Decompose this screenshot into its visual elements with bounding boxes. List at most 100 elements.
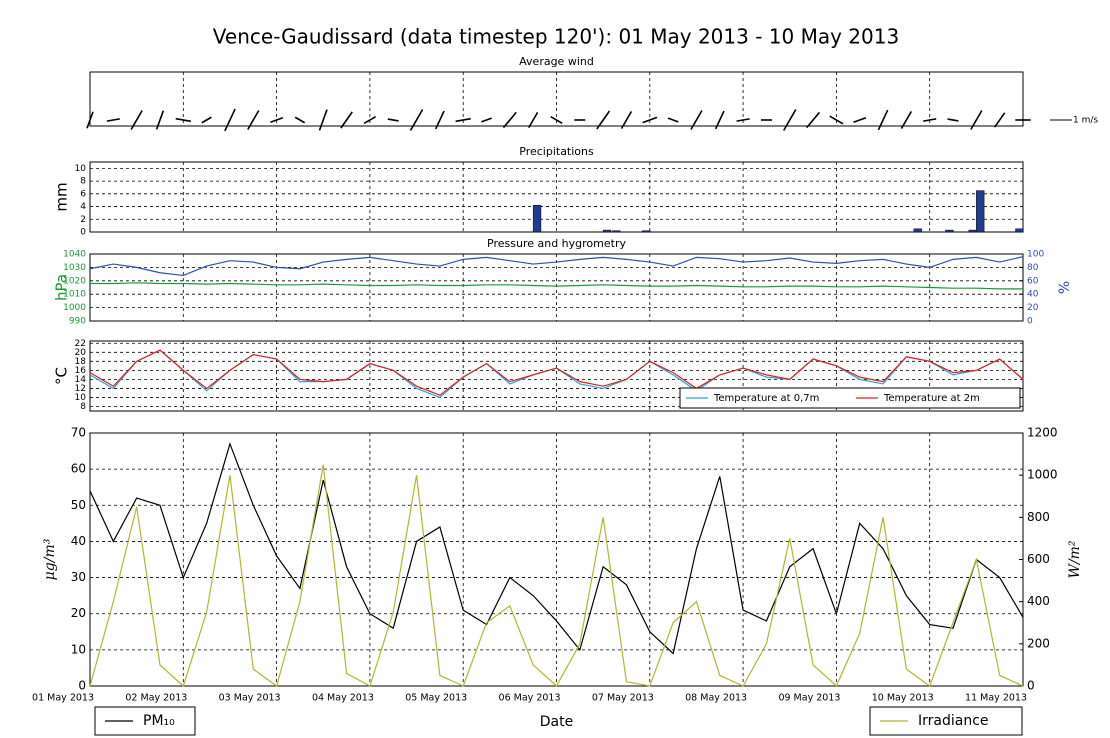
y2-tick-label: 20 — [1027, 303, 1039, 313]
y2-tick-label: 600 — [1027, 552, 1050, 566]
x-tick-label: 10 May 2013 — [872, 693, 934, 704]
y2-axis-label: W/m² — [1067, 540, 1083, 578]
y-tick-label: 14 — [75, 375, 87, 385]
series-line — [89, 256, 1024, 277]
wind-arrow — [434, 110, 445, 130]
wind-arrow — [853, 116, 867, 124]
y2-tick-label: 60 — [1027, 276, 1039, 286]
legend-label: Irradiance — [918, 713, 989, 729]
wind-arrow — [736, 118, 750, 122]
y-axis-label: mm — [53, 182, 71, 211]
bar — [612, 230, 621, 233]
y-tick-label: 8 — [80, 402, 86, 412]
y-tick-label: 16 — [75, 366, 87, 376]
wind-arrow — [455, 117, 471, 123]
y-tick-label: 10 — [71, 642, 86, 656]
y-tick-label: 30 — [71, 570, 86, 584]
panel-title: Precipitations — [519, 145, 594, 158]
wind-arrow — [947, 118, 959, 122]
y-tick-label: 8 — [80, 177, 86, 187]
wind-arrow — [877, 109, 889, 131]
y2-tick-label: 0 — [1027, 679, 1035, 693]
bar — [976, 190, 985, 233]
y2-tick-label: 100 — [1027, 250, 1044, 260]
y-tick-label: 10 — [75, 393, 87, 403]
y-tick-label: 6 — [80, 189, 86, 199]
bar — [1015, 228, 1024, 233]
y-tick-label: 1020 — [63, 276, 86, 286]
y-tick-label: 990 — [69, 317, 86, 327]
bar — [532, 205, 542, 233]
y2-tick-label: 800 — [1027, 510, 1050, 524]
wind-arrow — [993, 112, 1006, 128]
y-tick-label: 18 — [75, 357, 87, 367]
y-tick-label: 60 — [71, 462, 86, 476]
wind-arrow — [970, 110, 983, 130]
y-tick-label: 22 — [75, 339, 86, 349]
y-axis-label: μg/m³ — [42, 538, 58, 580]
y-tick-label: 1010 — [63, 290, 86, 300]
wind-key-label: 1 m/s — [1073, 116, 1098, 126]
wind-arrow — [829, 115, 844, 125]
wind-arrow — [596, 110, 611, 130]
series-line — [89, 349, 1024, 396]
wind-arrow — [363, 116, 377, 124]
y-tick-label: 1040 — [63, 250, 86, 260]
x-tick-label: 08 May 2013 — [685, 693, 747, 704]
wind-arrow — [528, 111, 539, 129]
y2-tick-label: 40 — [1027, 290, 1039, 300]
y2-tick-label: 400 — [1027, 594, 1050, 608]
wind-arrow — [318, 109, 328, 131]
x-tick-label: 04 May 2013 — [312, 693, 374, 704]
y2-tick-label: 1200 — [1027, 426, 1058, 440]
series-line — [89, 441, 1024, 655]
x-tick-label: 09 May 2013 — [778, 693, 840, 704]
wind-arrow — [106, 118, 120, 122]
y-tick-label: 4 — [80, 202, 86, 212]
wind-arrow — [387, 118, 399, 122]
wind-arrow — [502, 111, 517, 129]
x-tick-label: 01 May 2013 — [32, 693, 94, 704]
bar — [945, 229, 954, 233]
bar — [913, 228, 922, 233]
legend-label: PM₁₀ — [143, 713, 175, 729]
wind-arrow — [201, 116, 212, 124]
x-tick-label: 05 May 2013 — [405, 693, 467, 704]
x-tick-label: 07 May 2013 — [592, 693, 654, 704]
wind-arrow — [481, 117, 492, 123]
x-axis-label: Date — [540, 714, 573, 730]
wind-arrow — [714, 110, 725, 130]
y-tick-label: 20 — [75, 348, 87, 358]
wind-arrow — [155, 110, 165, 130]
wind-arrow — [130, 110, 143, 130]
y-tick-label: 1000 — [63, 303, 86, 313]
wind-arrow — [923, 118, 937, 122]
y-axis-label: °C — [53, 367, 71, 385]
y-tick-label: 0 — [78, 679, 86, 693]
wind-arrow — [270, 116, 284, 124]
panel-title: Average wind — [519, 55, 594, 68]
wind-arrow — [550, 116, 563, 124]
wind-arrow — [783, 109, 797, 131]
plot-frame — [89, 161, 1024, 233]
legend-label: Temperature at 2m — [883, 393, 980, 404]
wind-arrow — [690, 110, 703, 130]
y-tick-label: 40 — [71, 534, 86, 548]
wind-arrow — [667, 117, 679, 123]
series-line — [90, 282, 1023, 290]
y2-axis-label: % — [1057, 281, 1073, 294]
wind-arrow — [224, 108, 236, 132]
wind-arrow — [806, 111, 821, 129]
y-tick-label: 12 — [75, 384, 86, 394]
bar — [968, 229, 977, 233]
wind-arrow — [620, 111, 633, 129]
y-tick-label: 10 — [75, 164, 87, 174]
x-tick-label: 02 May 2013 — [125, 693, 187, 704]
wind-arrow — [340, 111, 353, 129]
y-tick-label: 70 — [71, 426, 86, 440]
y-tick-label: 50 — [71, 498, 86, 512]
wind-arrow — [247, 110, 260, 130]
y-tick-label: 0 — [80, 228, 86, 238]
x-tick-label: 11 May 2013 — [965, 693, 1027, 704]
y2-tick-label: 1000 — [1027, 468, 1058, 482]
